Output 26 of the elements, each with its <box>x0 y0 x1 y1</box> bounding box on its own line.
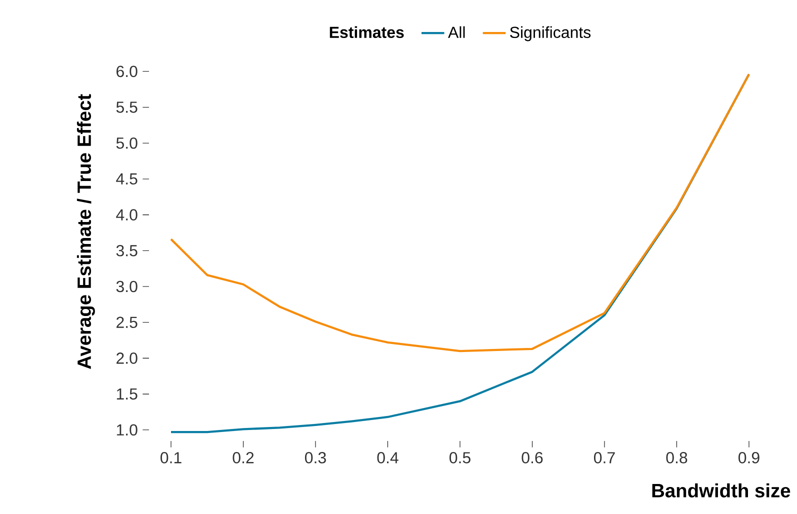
y-axis-title: Average Estimate / True Effect <box>76 94 95 370</box>
x-tick-label: 0.2 <box>232 452 254 464</box>
x-tick-label: 0.9 <box>738 452 760 464</box>
y-tick-label: 1.5 <box>116 388 138 400</box>
x-tick-label: 0.7 <box>594 452 615 464</box>
legend-title: Estimates <box>330 26 404 38</box>
legend-label: All <box>448 26 465 38</box>
y-tick-label: 1.0 <box>116 424 138 436</box>
y-tick-label: 4.0 <box>116 209 138 220</box>
y-tick-label: 3.0 <box>116 280 138 292</box>
y-tick-label: 4.5 <box>116 173 138 185</box>
x-axis-title: Bandwidth size <box>652 483 790 498</box>
x-tick-label: 0.4 <box>377 452 398 464</box>
y-tick-label: 6.0 <box>116 66 138 78</box>
y-tick-label: 2.5 <box>116 316 138 328</box>
x-tick-label: 0.5 <box>450 452 470 464</box>
y-tick-label: 2.0 <box>116 352 138 364</box>
x-tick-label: 0.6 <box>522 452 543 464</box>
x-tick-label: 0.1 <box>160 452 182 464</box>
x-tick-label: 0.8 <box>666 452 688 464</box>
x-tick-label: 0.3 <box>305 452 326 464</box>
legend-label: Significants <box>510 26 591 42</box>
y-tick-label: 5.5 <box>116 102 138 113</box>
line-series <box>170 73 750 352</box>
y-tick-label: 5.0 <box>116 137 138 149</box>
y-tick-label: 3.5 <box>116 244 138 256</box>
